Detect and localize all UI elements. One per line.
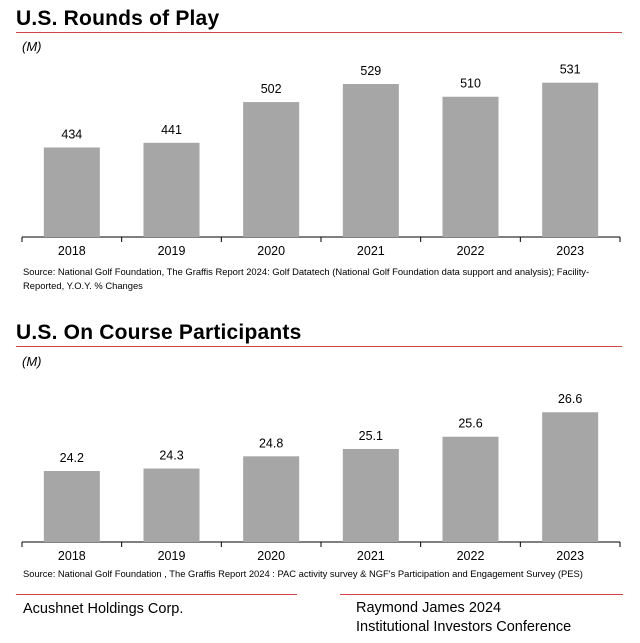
chart-1-title-rule xyxy=(16,32,622,33)
x-tick-label: 2020 xyxy=(257,549,285,563)
bar xyxy=(43,471,100,542)
footer-left-rule xyxy=(16,594,297,595)
bar-value-label: 24.3 xyxy=(159,449,183,463)
x-tick-label: 2023 xyxy=(556,244,584,258)
bar xyxy=(243,102,300,237)
footer-right-rule xyxy=(340,594,623,595)
bar-value-label: 441 xyxy=(161,123,182,137)
chart-2-title: U.S. On Course Participants xyxy=(16,321,302,344)
chart-2-plot: 24.2 2018 24.3 2019 24.8 2020 25.1 2021 25.6 2022… xyxy=(21,392,621,563)
bar xyxy=(143,468,200,542)
bar xyxy=(342,84,399,237)
bar-value-label: 24.8 xyxy=(259,436,283,450)
footer-event: Raymond James 2024 Institutional Investo… xyxy=(356,599,571,637)
x-tick-label: 2022 xyxy=(457,244,485,258)
bar xyxy=(243,456,300,542)
x-tick-label: 2023 xyxy=(556,549,584,563)
x-tick-label: 2022 xyxy=(457,549,485,563)
chart-2-title-rule xyxy=(16,346,622,347)
bar xyxy=(442,436,499,542)
chart-1-plot: 434 2018 441 2019 502 2020 529 2021 510 2022 531 20… xyxy=(21,63,621,258)
bar-value-label: 531 xyxy=(560,63,581,77)
bar xyxy=(542,82,599,237)
bar xyxy=(342,448,399,542)
bar xyxy=(442,96,499,237)
bar-value-label: 510 xyxy=(460,77,481,91)
chart-2-unit-label: (M) xyxy=(22,354,42,369)
bar-value-label: 26.6 xyxy=(558,392,582,406)
bar-value-label: 529 xyxy=(360,64,381,78)
x-tick-label: 2018 xyxy=(58,244,86,258)
bar xyxy=(143,142,200,237)
bar xyxy=(43,147,100,237)
bar-value-label: 24.2 xyxy=(60,451,84,465)
footer-event-line-1: Raymond James 2024 xyxy=(356,600,502,616)
footer-company-name: Acushnet Holdings Corp. xyxy=(23,601,184,617)
footer-event-line-2: Institutional Investors Conference xyxy=(356,619,572,635)
x-tick-label: 2021 xyxy=(357,549,385,563)
x-tick-label: 2018 xyxy=(58,549,86,563)
bar-value-label: 25.6 xyxy=(458,417,482,431)
x-tick-label: 2021 xyxy=(357,244,385,258)
x-tick-label: 2019 xyxy=(158,549,186,563)
chart-1-title: U.S. Rounds of Play xyxy=(16,7,220,30)
bar xyxy=(542,412,599,542)
chart-1-source-note: Source: National Golf Foundation, The Gr… xyxy=(23,266,590,291)
x-tick-label: 2019 xyxy=(158,244,186,258)
bar-value-label: 25.1 xyxy=(359,429,383,443)
bar-value-label: 434 xyxy=(61,127,82,141)
chart-1-unit-label: (M) xyxy=(22,39,42,54)
x-tick-label: 2020 xyxy=(257,244,285,258)
bar-value-label: 502 xyxy=(261,82,282,96)
chart-2-source-note: Source: National Golf Foundation , The G… xyxy=(23,568,583,579)
